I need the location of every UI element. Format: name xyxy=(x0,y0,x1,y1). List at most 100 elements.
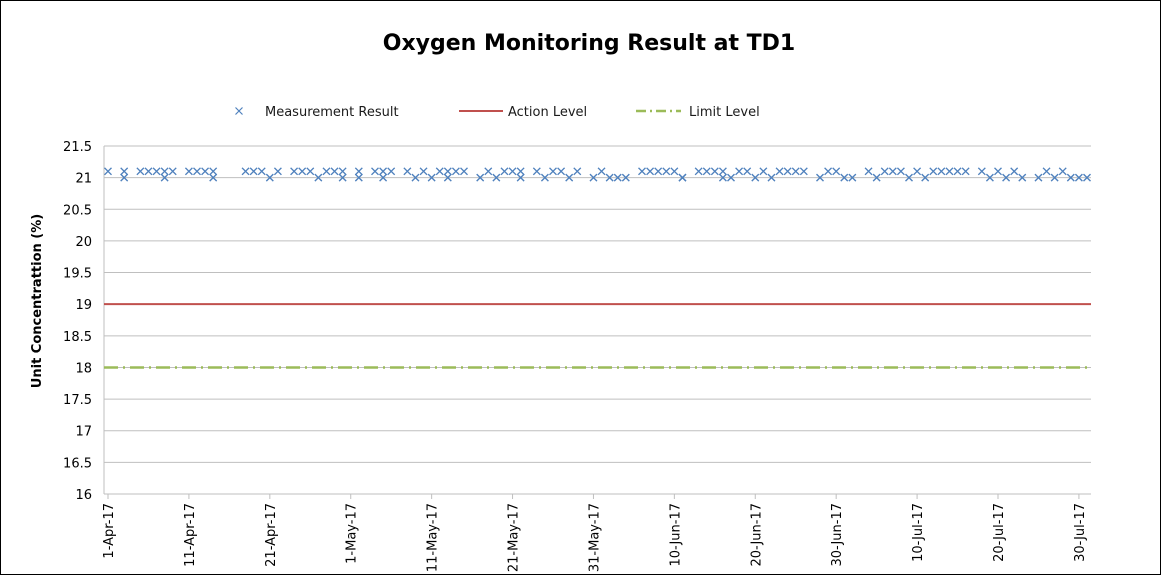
measurement-point xyxy=(184,167,193,176)
measurement-point xyxy=(759,167,768,176)
measurement-point xyxy=(816,173,824,182)
measurement-point xyxy=(937,167,946,176)
chart-title: Oxygen Monitoring Result at TD1 xyxy=(383,31,795,56)
measurement-point xyxy=(549,167,557,176)
measurement-point xyxy=(104,167,112,176)
measurement-point xyxy=(403,167,412,176)
measurement-point xyxy=(565,173,574,182)
x-tick-label: 20-Jul-17 xyxy=(992,503,1007,562)
measurement-point xyxy=(848,173,857,182)
x-tick-label: 30-Jul-17 xyxy=(1073,503,1088,562)
measurement-point xyxy=(1074,173,1083,182)
x-tick-label: 21-May-17 xyxy=(507,503,522,572)
measurement-point xyxy=(896,167,905,176)
measurement-point xyxy=(775,167,784,176)
y-tick-label: 18 xyxy=(75,361,92,376)
measurement-point xyxy=(144,167,153,176)
measurement-point xyxy=(1018,173,1027,182)
legend-item-measurement: Measurement Result xyxy=(235,105,399,120)
measurement-point xyxy=(306,167,315,176)
measurement-point xyxy=(1002,173,1011,182)
measurement-point xyxy=(727,173,735,182)
measurement-point xyxy=(516,167,525,176)
measurement-point xyxy=(500,167,509,176)
measurement-point xyxy=(597,167,606,176)
measurement-point xyxy=(767,173,776,182)
y-axis-label: Unit Concentrattion (%) xyxy=(30,214,45,388)
legend-measurement-marker xyxy=(235,107,243,115)
measurement-point xyxy=(880,167,889,176)
x-tick-label: 21-Apr-17 xyxy=(264,503,279,567)
measurement-point xyxy=(743,167,752,176)
measurement-point xyxy=(1042,167,1051,176)
measurement-point xyxy=(872,173,881,182)
measurement-point xyxy=(824,167,833,176)
measurement-point xyxy=(209,173,218,182)
y-tick-label: 16.5 xyxy=(63,456,92,471)
measurement-point xyxy=(921,173,930,182)
measurement-point xyxy=(1058,167,1067,176)
measurement-point xyxy=(953,167,962,176)
measurement-point xyxy=(136,167,145,176)
y-tick-label: 21.5 xyxy=(63,140,92,155)
gridlines xyxy=(103,145,1091,495)
measurement-point xyxy=(977,167,986,176)
measurement-point xyxy=(209,167,218,176)
measurement-point xyxy=(249,167,258,176)
y-tick-label: 21 xyxy=(75,172,92,187)
measurement-point xyxy=(532,167,541,176)
measurement-point xyxy=(379,173,388,182)
measurement-point xyxy=(160,167,169,176)
measurement-point xyxy=(1050,173,1059,182)
measurement-point xyxy=(443,167,452,176)
measurement-point xyxy=(702,167,711,176)
measurement-point xyxy=(411,173,420,182)
measurement-point xyxy=(508,167,517,176)
measurement-point xyxy=(168,167,177,176)
measurement-point xyxy=(314,173,323,182)
measurement-point xyxy=(273,167,282,176)
measurement-point xyxy=(799,167,808,176)
measurement-point xyxy=(735,167,744,176)
legend: Measurement Result Action Level Limit Le… xyxy=(235,105,760,120)
measurement-point xyxy=(994,167,1002,176)
level-lines xyxy=(104,303,1091,369)
x-tick-label: 10-Jun-17 xyxy=(668,503,683,567)
measurement-point xyxy=(1066,173,1075,182)
measurement-point xyxy=(322,167,331,176)
legend-x-icon xyxy=(235,107,243,115)
legend-action-label: Action Level xyxy=(508,105,587,120)
measurement-point xyxy=(435,167,444,176)
legend-item-action: Action Level xyxy=(459,105,587,120)
measurement-point xyxy=(540,173,549,182)
measurement-point xyxy=(298,167,307,176)
measurement-point xyxy=(985,173,994,182)
measurement-point xyxy=(929,167,938,176)
measurement-point xyxy=(961,167,970,176)
measurement-point xyxy=(945,167,954,176)
measurement-point xyxy=(694,167,703,176)
measurement-point xyxy=(718,173,727,182)
measurement-point xyxy=(460,167,468,176)
measurement-point xyxy=(354,167,363,176)
measurement-point xyxy=(718,167,727,176)
measurement-point xyxy=(662,167,671,176)
measurement-point xyxy=(1010,167,1019,176)
measurement-point xyxy=(492,173,501,182)
measurement-point xyxy=(913,167,922,176)
measurement-point xyxy=(557,167,566,176)
y-tick-label: 16 xyxy=(75,488,92,503)
measurement-point xyxy=(791,167,800,176)
measurement-point xyxy=(427,173,436,182)
measurement-point xyxy=(476,173,485,182)
measurement-point xyxy=(654,167,663,176)
legend-measurement-label: Measurement Result xyxy=(265,105,399,120)
measurement-point xyxy=(516,173,525,182)
measurement-point xyxy=(638,167,646,176)
measurement-point xyxy=(120,167,129,176)
legend-limit-label: Limit Level xyxy=(689,105,760,120)
measurement-point xyxy=(646,167,655,176)
x-tick-label: 11-May-17 xyxy=(426,503,441,572)
